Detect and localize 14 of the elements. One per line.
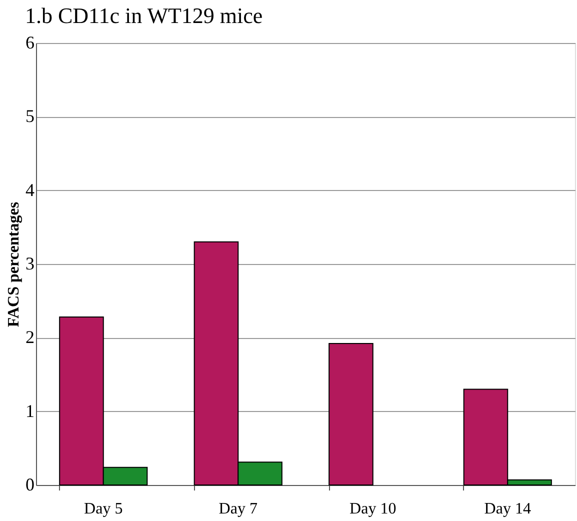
y-tick-label: 3	[26, 254, 34, 274]
x-tick-label: Day 14	[484, 500, 531, 518]
x-tick-label: Day 5	[84, 500, 123, 518]
chart-title: 1.b CD11c in WT129 mice	[25, 3, 263, 28]
y-tick-label: 2	[26, 327, 34, 348]
y-tick-label: 1	[26, 400, 34, 421]
y-tick-label: 4	[26, 180, 34, 200]
y-tick-label: 6	[26, 32, 34, 52]
y-axis-title: FACS percentages	[6, 202, 22, 328]
y-tick-label: 0	[26, 474, 34, 494]
y-tick-label: 5	[26, 106, 34, 126]
x-tick-label: Day 10	[350, 500, 396, 518]
x-tick-label: Day 7	[218, 500, 258, 518]
bar	[328, 343, 374, 486]
